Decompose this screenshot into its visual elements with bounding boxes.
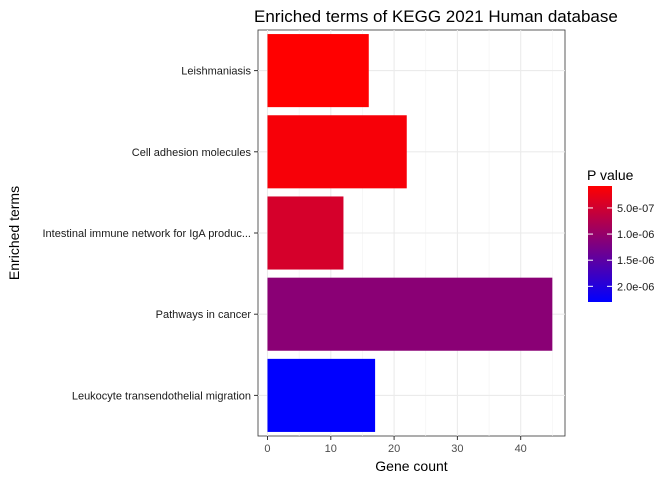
x-tick-label: 0 — [264, 443, 270, 455]
bar — [267, 34, 369, 108]
legend: P value 5.0e-07 1.0e-06 1.5e-06 2.0e-06 — [587, 167, 654, 302]
bars — [267, 34, 553, 432]
x-axis: 0 10 20 30 40 — [264, 436, 527, 455]
category-label: Cell adhesion molecules — [132, 147, 252, 159]
x-tick-label: 40 — [515, 443, 527, 455]
legend-title: P value — [587, 167, 634, 183]
y-axis: Leishmaniasis Cell adhesion molecules Inte… — [43, 66, 258, 402]
legend-colorbar — [588, 186, 612, 302]
x-axis-title: Gene count — [375, 458, 447, 474]
category-label: Leishmaniasis — [181, 66, 251, 78]
x-tick-label: 20 — [388, 443, 400, 455]
legend-tick-label: 5.0e-07 — [617, 203, 654, 215]
category-label: Intestinal immune network for IgA produc… — [43, 228, 252, 240]
legend-tick-label: 1.0e-06 — [617, 229, 654, 241]
legend-tick-label: 2.0e-06 — [617, 281, 654, 293]
x-tick-label: 10 — [325, 443, 337, 455]
bar — [267, 277, 553, 351]
legend-tick-label: 1.5e-06 — [617, 255, 654, 267]
category-label: Pathways in cancer — [156, 309, 252, 321]
y-axis-title: Enriched terms — [6, 186, 22, 280]
bar — [267, 115, 407, 189]
chart-title: Enriched terms of KEGG 2021 Human databa… — [254, 7, 618, 26]
category-label: Leukocyte transendothelial migration — [72, 390, 251, 402]
bar — [267, 196, 344, 270]
x-tick-label: 30 — [451, 443, 463, 455]
bar — [267, 358, 376, 432]
legend-ticks: 5.0e-07 1.0e-06 1.5e-06 2.0e-06 — [588, 203, 654, 293]
